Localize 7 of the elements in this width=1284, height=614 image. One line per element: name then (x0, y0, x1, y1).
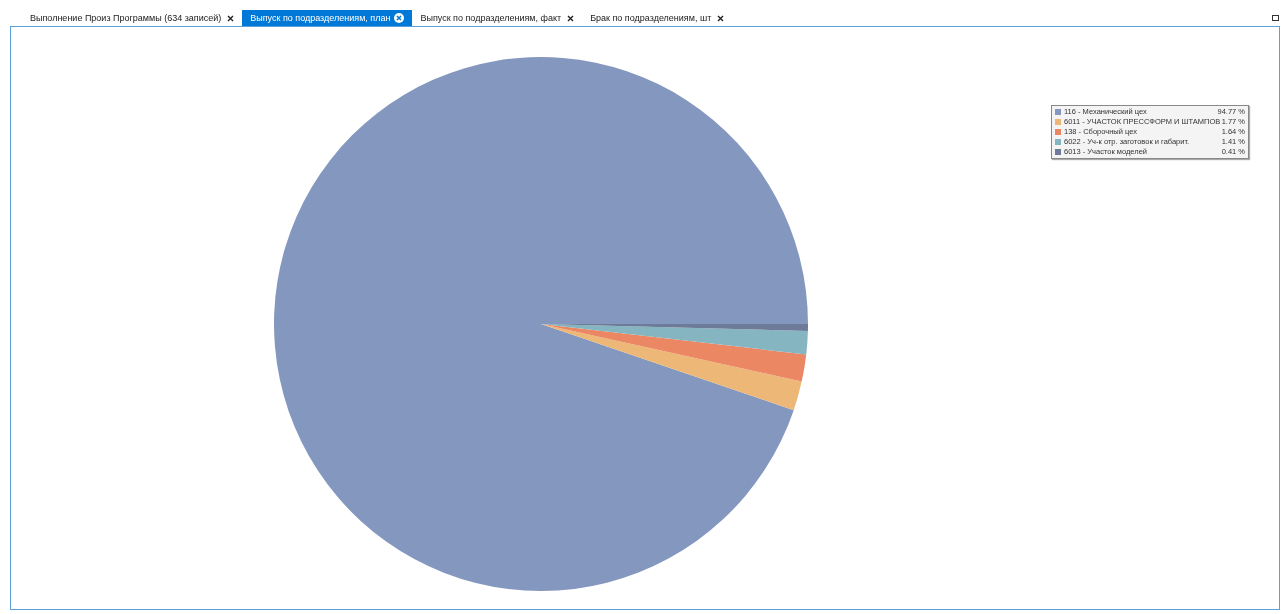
pie-slice (541, 324, 802, 411)
pie-slice (274, 57, 808, 591)
text: Брак по подразделениям, шт (590, 13, 712, 23)
pie-slice (541, 324, 807, 382)
text: Выпуск по подразделениям, факт (420, 13, 562, 23)
text: Выполнение Произ Программы (634 записей) (30, 13, 222, 23)
text: Выпуск по подразделениям, план (250, 13, 391, 23)
